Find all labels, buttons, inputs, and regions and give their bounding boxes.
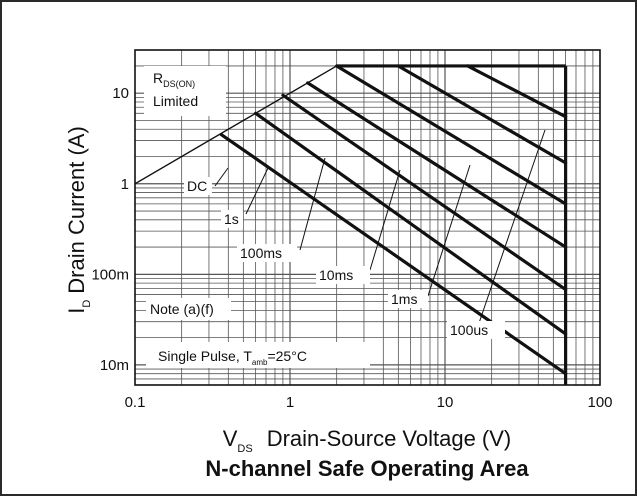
leader-line (369, 169, 401, 271)
y-tick-label: 100m (91, 266, 129, 283)
soa-line-100ms (281, 93, 568, 292)
label-bg (221, 210, 243, 228)
rds-limit-line (135, 65, 338, 185)
curve-label-100ms: 100ms (240, 245, 282, 261)
chart-title: N-channel Safe Operating Area (205, 456, 529, 481)
curve-labels: DC 1s 100ms 10ms 1ms 100us (184, 129, 546, 339)
label-bg (316, 266, 370, 284)
leader-line (214, 167, 229, 187)
label-bg (184, 177, 212, 195)
curve-label-10ms: 10ms (319, 267, 353, 283)
soa-line-10ms (306, 81, 568, 249)
pulse-annotation: Single Pulse, Tamb=25°C (146, 342, 370, 368)
plot-border (134, 49, 601, 386)
y-tick-labels: 10 1 100m 10m (91, 85, 129, 374)
y-axis-label: IDDrain Current (A) (64, 126, 93, 314)
x-tick-label: 100 (587, 394, 612, 411)
x-tick-label: 1 (286, 394, 294, 411)
y-tick-label: 10 (112, 85, 129, 102)
pulse-text: Single Pulse, Tamb=25°C (158, 348, 307, 367)
soa-line-1s (254, 111, 568, 336)
leader-line (427, 164, 471, 297)
note-annotation: Note (a)(f) (146, 298, 231, 320)
note-text: Note (a)(f) (150, 301, 214, 317)
x-tick-label: 10 (437, 394, 454, 411)
leader-line (299, 157, 326, 251)
soa-line-100us (396, 64, 568, 165)
y-tick-label: 10m (100, 357, 129, 374)
curve-label-1ms: 1ms (391, 291, 417, 307)
y-axis-title: IDDrain Current (A) (64, 126, 93, 314)
curve-label-100us: 100us (450, 322, 488, 338)
label-bg (237, 244, 297, 262)
rds-label-main: RDS(ON) (153, 70, 195, 89)
label-bg (447, 321, 505, 339)
x-tick-labels: 0.1 1 10 100 (125, 394, 613, 411)
curve-label-dc: DC (187, 178, 207, 194)
soa-boundary (135, 64, 568, 385)
curve-label-1s: 1s (224, 211, 239, 227)
x-tick-label: 0.1 (125, 394, 146, 411)
rds-limit-label: RDS(ON) Limited (144, 66, 226, 116)
leader-line (477, 129, 546, 327)
grid (135, 50, 600, 385)
soa-line-dc (219, 132, 568, 376)
x-axis-label: VDS Drain-Source Voltage (V) (223, 426, 512, 455)
y-tick-label: 1 (121, 176, 129, 193)
rds-label-limited: Limited (153, 93, 198, 109)
label-bg (388, 290, 428, 308)
leader-line (245, 167, 269, 215)
soa-line-top (466, 64, 568, 119)
